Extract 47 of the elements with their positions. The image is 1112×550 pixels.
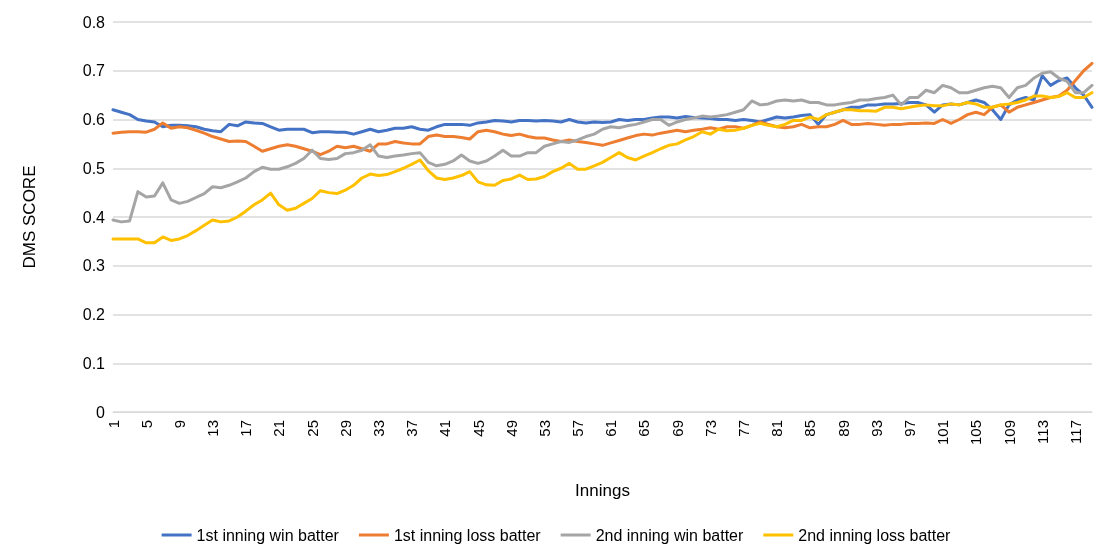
x-tick-label: 9	[170, 420, 188, 429]
legend-label: 2nd inning win batter	[595, 526, 744, 544]
x-tick-label: 97	[900, 420, 918, 437]
line-series	[111, 91, 1094, 245]
x-tick-label: 53	[535, 420, 553, 437]
x-tick-label: 69	[668, 420, 686, 437]
x-tick-label: 89	[834, 420, 852, 437]
legend-label: 1st inning win batter	[196, 526, 340, 544]
x-tick-label: 77	[735, 420, 753, 437]
x-tick-label: 101	[934, 420, 952, 446]
y-tick-label: 0.5	[82, 159, 106, 177]
x-axis-title: Innings	[575, 481, 630, 500]
x-tick-label: 117	[1066, 420, 1084, 444]
y-tick-label: 0.7	[82, 62, 106, 80]
y-tick-label: 0.3	[82, 257, 106, 275]
y-tick-label: 0.2	[82, 306, 106, 323]
x-tick-label: 41	[436, 420, 454, 437]
x-tick-label: 13	[204, 420, 222, 437]
legend-label: 2nd inning loss batter	[798, 526, 952, 544]
x-tick-label: 57	[569, 420, 587, 437]
y-tick-label: 0	[96, 403, 106, 421]
x-tick-label: 33	[369, 420, 387, 437]
x-tick-label: 105	[967, 420, 985, 446]
y-tick-label: 0.6	[82, 111, 106, 128]
x-tick-label: 49	[502, 420, 520, 437]
x-tick-label: 93	[867, 420, 885, 437]
x-tick-label: 37	[403, 420, 421, 437]
x-tick-label: 5	[137, 420, 155, 429]
x-tick-label: 73	[701, 420, 719, 437]
x-tick-label: 21	[270, 420, 288, 437]
x-tick-label: 109	[1000, 420, 1018, 446]
x-tick-label: 65	[635, 420, 653, 437]
x-tick-label: 25	[303, 420, 321, 437]
x-tick-label: 61	[602, 420, 620, 437]
line-series	[111, 70, 1094, 224]
x-tick-label: 29	[336, 420, 354, 437]
y-tick-label: 0.8	[82, 13, 106, 31]
x-tick-label: 1	[104, 420, 122, 429]
y-tick-label: 0.4	[82, 208, 106, 226]
x-tick-label: 85	[801, 420, 819, 437]
y-axis-title: DMS SCORE	[20, 165, 39, 269]
y-tick-label: 0.1	[82, 354, 106, 372]
x-tick-label: 113	[1033, 420, 1051, 444]
x-tick-label: 17	[237, 420, 255, 437]
x-tick-label: 81	[768, 420, 786, 437]
legend-label: 1st inning loss batter	[393, 526, 542, 544]
x-tick-label: 45	[469, 420, 487, 437]
